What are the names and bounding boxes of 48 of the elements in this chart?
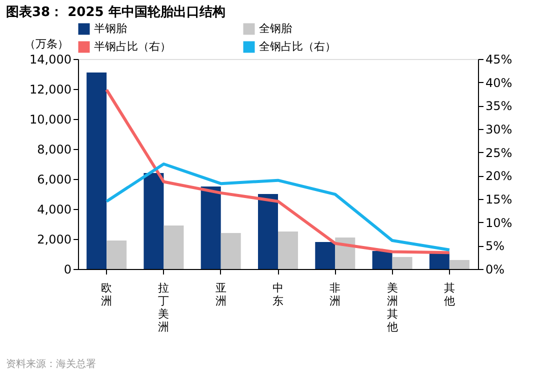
x-tick-label: 拉丁美洲 bbox=[158, 282, 170, 334]
bar bbox=[86, 72, 107, 269]
y2-tick-label: 20% bbox=[486, 169, 512, 184]
y-tick-label: 0 bbox=[64, 262, 72, 276]
bar bbox=[449, 260, 470, 269]
y-tick-label: 2,000 bbox=[37, 232, 72, 246]
x-tick-label: 非洲 bbox=[330, 282, 341, 308]
legend-label: 全钢胎 bbox=[259, 22, 292, 35]
bar bbox=[392, 257, 412, 269]
bar bbox=[200, 186, 221, 269]
y2-tick-label: 0% bbox=[486, 262, 505, 276]
line-series bbox=[105, 162, 451, 252]
y2-tick-label: 45% bbox=[486, 52, 512, 66]
y-tick-label: 6,000 bbox=[37, 172, 72, 186]
bar bbox=[106, 240, 127, 269]
x-tick-label: 中东 bbox=[272, 282, 284, 308]
y-tick-label: 14,000 bbox=[30, 52, 72, 66]
y2-tick-label: 35% bbox=[486, 99, 512, 114]
y-tick-label: 12,000 bbox=[30, 82, 72, 96]
legend-label: 半钢胎 bbox=[94, 22, 127, 35]
legend-label: 半钢占比（右） bbox=[94, 40, 171, 53]
y-tick-label: 10,000 bbox=[30, 112, 72, 126]
x-tick-label: 美洲其他 bbox=[386, 282, 398, 334]
bar bbox=[258, 194, 278, 269]
bar bbox=[335, 238, 356, 269]
x-tick-label: 欧洲 bbox=[101, 282, 112, 308]
y2-tick-label: 30% bbox=[486, 122, 512, 136]
bar bbox=[278, 232, 298, 269]
y-tick-label: 4,000 bbox=[37, 202, 72, 216]
bar bbox=[164, 226, 184, 269]
legend-label: 全钢占比（右） bbox=[259, 40, 336, 53]
line-series bbox=[105, 88, 451, 254]
x-tick-label: 亚洲 bbox=[215, 282, 226, 308]
y2-tick-label: 25% bbox=[486, 146, 512, 160]
text: 资料来源：海关总署 bbox=[6, 358, 96, 370]
y2-tick-label: 15% bbox=[486, 192, 512, 206]
y2-tick-label: 5% bbox=[486, 239, 505, 254]
bar bbox=[220, 233, 241, 269]
chart-title: 图表38： 2025 年中国轮胎出口结构 bbox=[6, 5, 226, 20]
bar bbox=[315, 242, 336, 269]
y-tick-label: 8,000 bbox=[37, 142, 72, 156]
y-axis-title: （万条） bbox=[24, 38, 68, 50]
y2-tick-label: 10% bbox=[486, 216, 512, 230]
bar bbox=[144, 173, 164, 269]
x-tick-label: 其他 bbox=[444, 282, 455, 308]
y2-tick-label: 40% bbox=[486, 76, 512, 90]
bar bbox=[372, 251, 392, 269]
bar bbox=[429, 252, 450, 269]
